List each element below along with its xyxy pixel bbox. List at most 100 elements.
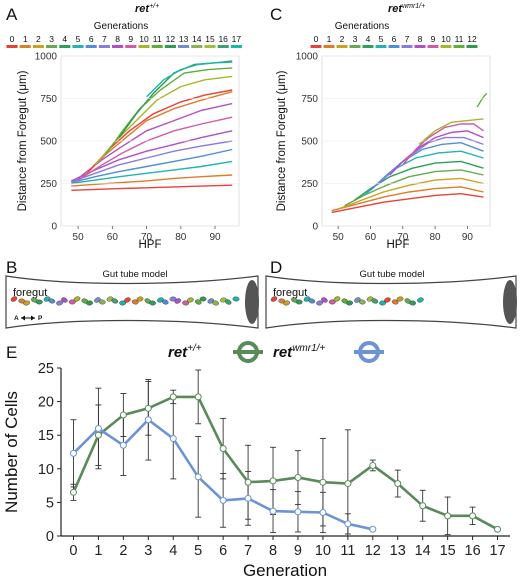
y-tick-label: 500 bbox=[40, 137, 57, 148]
generation-number: 0 bbox=[314, 34, 319, 44]
generation-number: 4 bbox=[62, 34, 67, 44]
gut-tube-end-a bbox=[245, 280, 259, 324]
y-tick-label: 500 bbox=[301, 137, 318, 148]
generation-color-swatch bbox=[191, 45, 203, 48]
legend-wt-marker bbox=[237, 341, 259, 363]
cell-icon bbox=[270, 296, 278, 302]
data-point bbox=[294, 508, 302, 516]
data-point bbox=[269, 477, 277, 485]
x-tick-label: 8 bbox=[269, 543, 277, 559]
generation-number: 6 bbox=[89, 34, 94, 44]
generation-number: 9 bbox=[128, 34, 133, 44]
y-tick-label: 20 bbox=[38, 395, 54, 411]
cell-icon bbox=[98, 299, 106, 305]
generation-number: 11 bbox=[455, 34, 464, 44]
generation-color-swatch bbox=[414, 45, 426, 48]
generation-color-swatch bbox=[178, 45, 190, 48]
generation-color-swatch bbox=[32, 45, 44, 48]
generation-color-swatch bbox=[59, 45, 71, 48]
generation-number: 5 bbox=[379, 34, 384, 44]
generation-color-swatch bbox=[440, 45, 452, 48]
x-tick-label: 50 bbox=[73, 232, 85, 243]
track-line bbox=[389, 130, 484, 176]
y-tick-label: 750 bbox=[40, 94, 57, 105]
track-line bbox=[370, 141, 484, 191]
cell-icon bbox=[212, 300, 219, 306]
x-tick-label: 3 bbox=[144, 543, 152, 559]
y-tick-label: 10 bbox=[38, 462, 54, 478]
generation-number: 10 bbox=[139, 34, 149, 44]
cell-icon bbox=[174, 298, 182, 304]
cell-icon bbox=[73, 296, 81, 302]
cell-icon bbox=[149, 300, 156, 306]
generation-number: 12 bbox=[166, 34, 176, 44]
y-tick-label: 1000 bbox=[296, 52, 319, 63]
panel-c-title: retwmr1/+ bbox=[388, 3, 425, 15]
cell-icon bbox=[68, 299, 76, 305]
y-tick-label: 25 bbox=[38, 361, 54, 377]
legend-wt-label: ret+/+ bbox=[168, 343, 202, 361]
generation-number: 7 bbox=[405, 34, 410, 44]
generation-color-swatch bbox=[375, 45, 387, 48]
cell-icon bbox=[48, 298, 56, 304]
generation-number: 0 bbox=[10, 34, 15, 44]
panel-b: B Gut tube model foregut A P bbox=[5, 258, 259, 329]
cell-icon bbox=[409, 300, 416, 306]
track-line bbox=[71, 174, 233, 187]
y-tick-label: 5 bbox=[46, 495, 54, 511]
cell-icon bbox=[295, 299, 303, 305]
cell-icon bbox=[169, 296, 177, 302]
data-point bbox=[144, 404, 152, 412]
data-point bbox=[419, 502, 427, 510]
x-tick-label: 15 bbox=[440, 543, 456, 559]
generation-number: 5 bbox=[76, 34, 81, 44]
panel-c-generation-legend: 0 1 2 3 4 5 6 7 8 9 10 11 12 bbox=[310, 34, 478, 48]
data-point bbox=[169, 393, 177, 401]
generation-number: 17 bbox=[232, 34, 242, 44]
track-line bbox=[353, 160, 484, 202]
data-point bbox=[369, 461, 377, 469]
generation-color-swatch bbox=[204, 45, 216, 48]
panel-a-title: ret+/+ bbox=[135, 3, 159, 15]
cell-icon bbox=[199, 296, 207, 302]
track-line bbox=[71, 184, 233, 191]
cell-icon bbox=[131, 299, 139, 305]
generation-color-swatch bbox=[230, 45, 242, 48]
generation-color-swatch bbox=[310, 45, 322, 48]
cell-icon bbox=[328, 299, 336, 305]
y-tick-label: 750 bbox=[301, 94, 318, 105]
generation-number: 7 bbox=[102, 34, 107, 44]
x-tick-label: 1 bbox=[94, 543, 102, 559]
panel-c-ticks: 0 250 500 750 1000 50 60 70 80 90 bbox=[296, 52, 490, 243]
panel-b-foregut-label: foregut bbox=[13, 287, 47, 299]
data-point bbox=[319, 508, 327, 516]
panel-e-ylabel: Number of Cells bbox=[2, 391, 21, 513]
generation-color-swatch bbox=[19, 45, 31, 48]
generation-number: 4 bbox=[366, 34, 371, 44]
legend-mut-marker bbox=[358, 341, 380, 363]
cell-icon bbox=[194, 299, 202, 305]
panel-e-letter: E bbox=[6, 343, 17, 362]
cell-icon bbox=[61, 297, 68, 303]
cell-icon bbox=[161, 299, 169, 305]
panel-e-xlabel: Generation bbox=[243, 561, 327, 580]
track-line bbox=[476, 92, 488, 108]
cell-icon bbox=[56, 300, 63, 306]
y-tick-label: 0 bbox=[312, 222, 318, 233]
track-line bbox=[71, 148, 233, 184]
cell-icon bbox=[232, 296, 240, 302]
y-tick-label: 0 bbox=[51, 222, 57, 233]
cell-icon bbox=[371, 298, 379, 304]
track-line bbox=[402, 123, 484, 166]
panel-b-cells bbox=[10, 296, 240, 306]
generation-color-swatch bbox=[6, 45, 18, 48]
data-point bbox=[169, 435, 177, 443]
series-line bbox=[72, 395, 499, 531]
generation-number: 8 bbox=[115, 34, 120, 44]
generation-number: 15 bbox=[205, 34, 215, 44]
cell-icon bbox=[86, 300, 93, 306]
generation-color-swatch bbox=[217, 45, 229, 48]
panel-a-xlabel: HPF bbox=[139, 239, 162, 251]
